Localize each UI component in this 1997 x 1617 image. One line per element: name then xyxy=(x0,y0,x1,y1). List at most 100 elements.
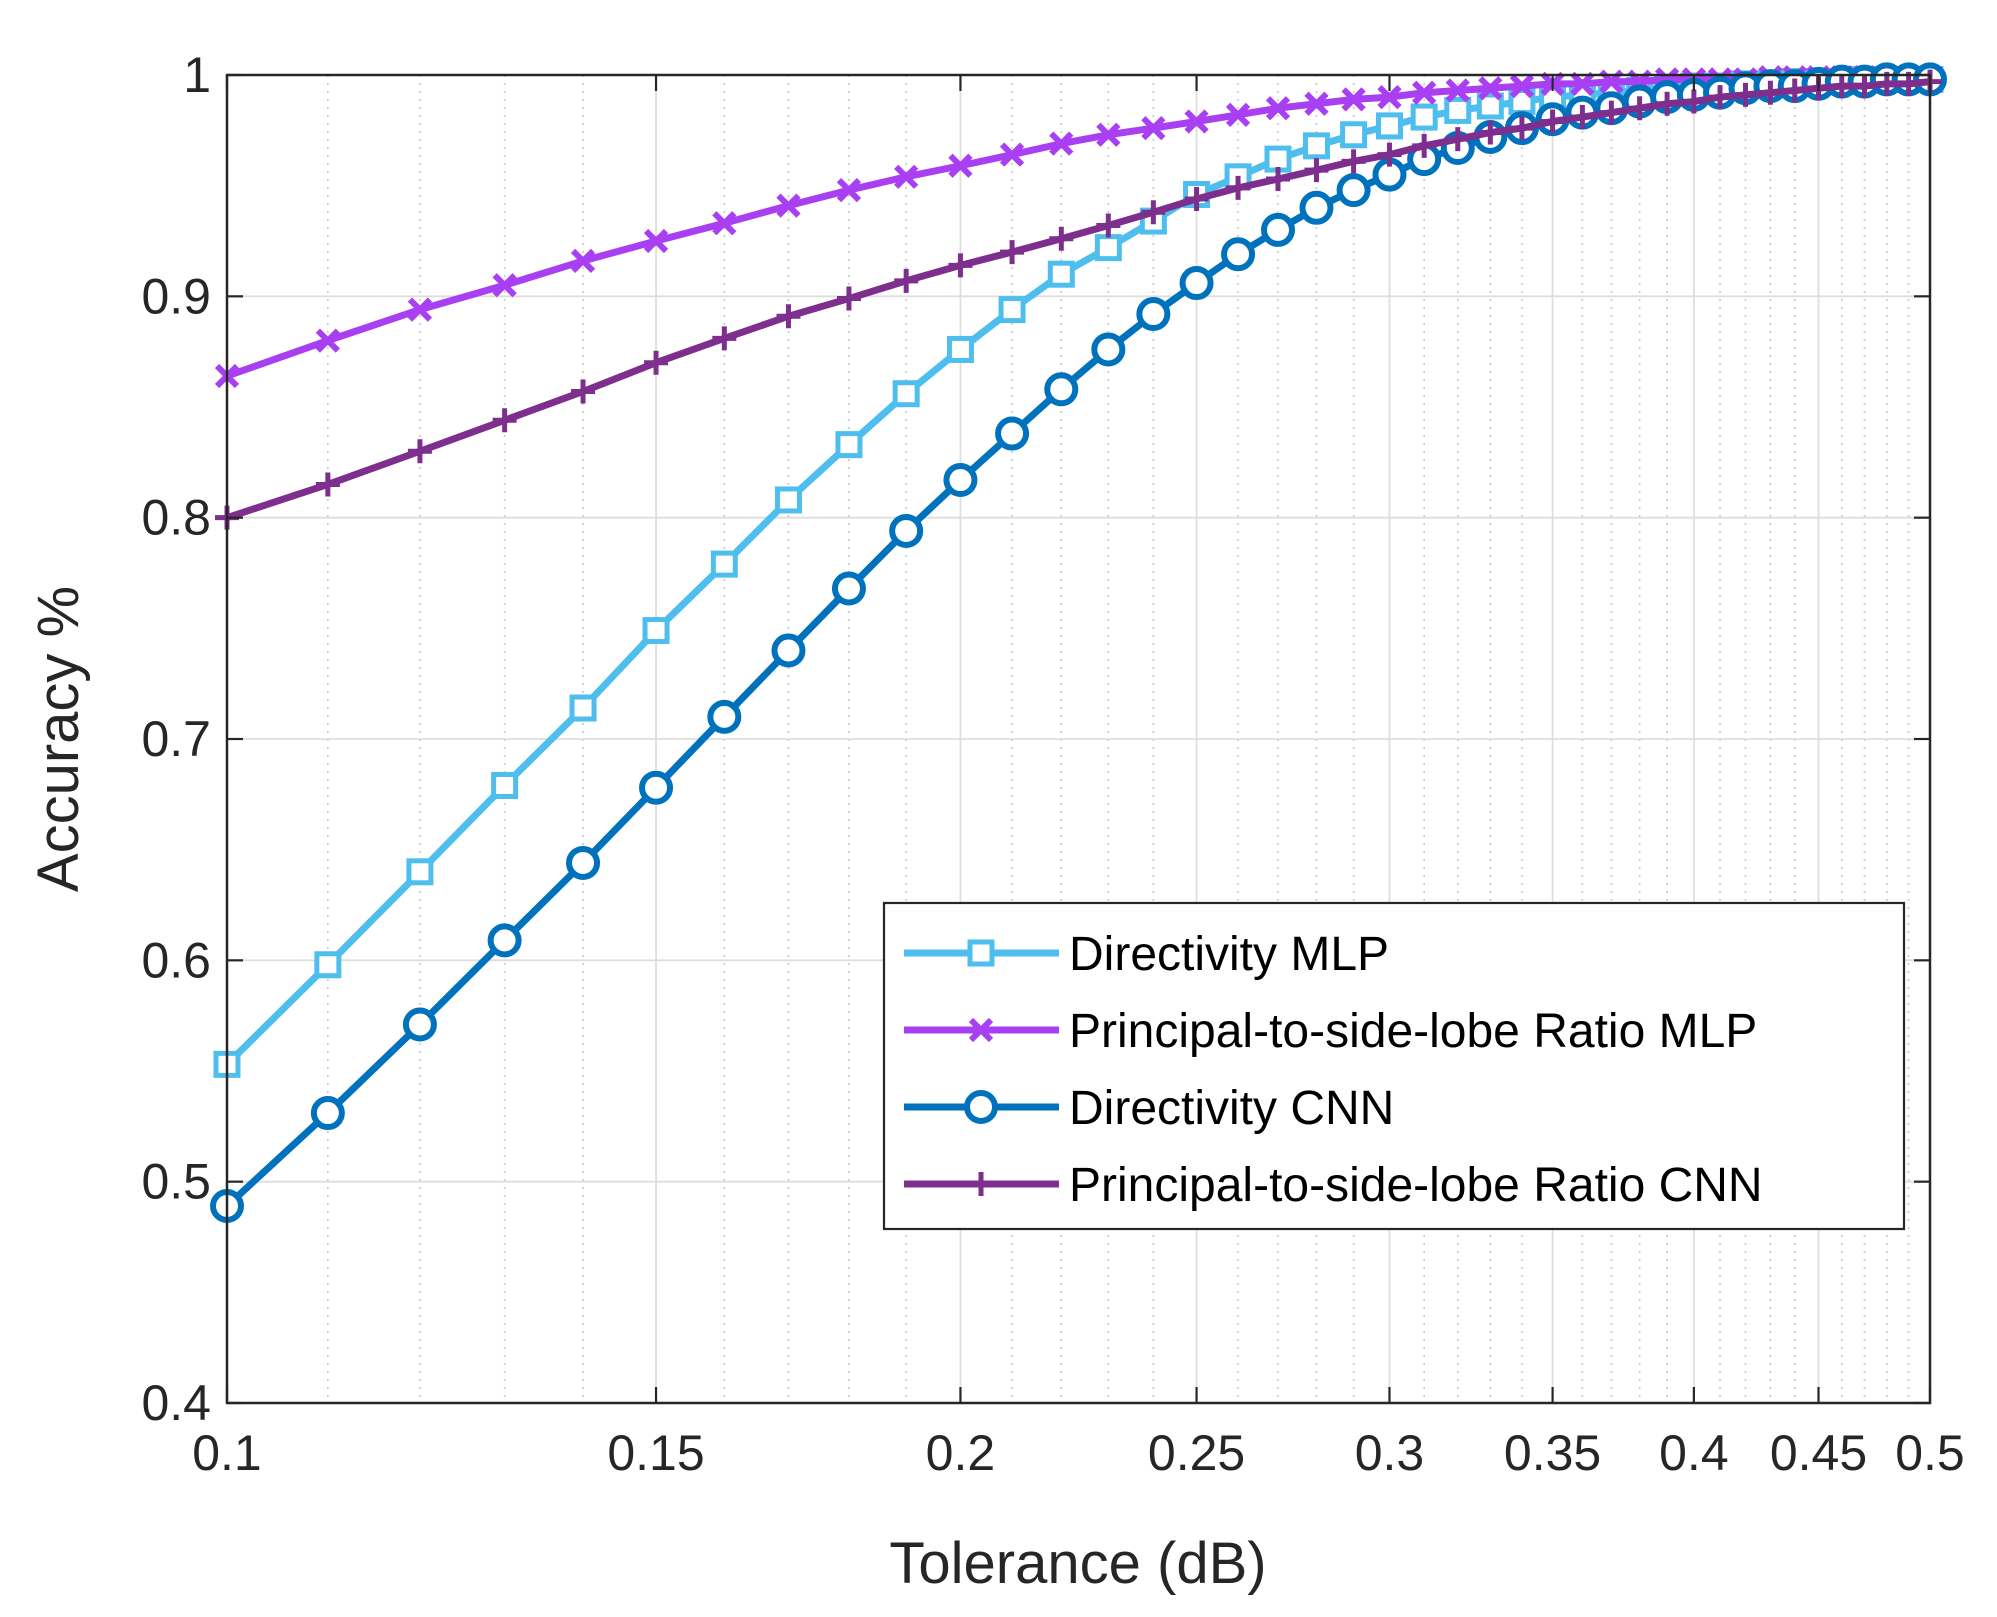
y-tick-label: 1 xyxy=(183,47,211,103)
data-point-marker xyxy=(1141,115,1166,141)
data-point-marker xyxy=(1410,103,1438,131)
legend-label: Directivity MLP xyxy=(1069,928,1389,981)
data-point-marker xyxy=(1445,127,1470,152)
data-point-marker xyxy=(712,211,737,236)
data-point-marker xyxy=(1304,158,1329,183)
data-point-marker xyxy=(1444,96,1472,124)
legend-label: Directivity CNN xyxy=(1069,1082,1394,1135)
data-point-marker xyxy=(570,248,596,274)
data-point-marker xyxy=(1782,78,1807,103)
data-point-marker xyxy=(1540,109,1565,134)
data-point-marker xyxy=(835,431,863,459)
data-point-marker xyxy=(1341,149,1366,174)
data-point-marker xyxy=(1184,109,1209,134)
data-point-marker xyxy=(1733,82,1758,107)
data-point-marker xyxy=(1049,131,1074,156)
data-point-marker xyxy=(1476,92,1504,120)
x-tick-label: 0.25 xyxy=(1148,1425,1245,1481)
y-tick-label: 0.5 xyxy=(141,1154,211,1210)
legend-label: Principal-to-side-lobe Ratio CNN xyxy=(1069,1159,1763,1212)
data-point-marker xyxy=(1226,175,1251,200)
data-point-marker xyxy=(1225,102,1251,127)
data-point-marker xyxy=(1375,112,1403,140)
data-point-marker xyxy=(1136,297,1171,332)
data-point-marker xyxy=(407,297,433,322)
data-point-marker xyxy=(1681,89,1706,114)
data-point-marker xyxy=(836,177,862,203)
data-point-marker xyxy=(1758,80,1783,105)
legend-item: Principal-to-side-lobe Ratio MLP xyxy=(904,1005,1757,1058)
data-point-marker xyxy=(1091,332,1126,367)
legend-item: Directivity CNN xyxy=(904,1082,1394,1135)
y-tick-label: 0.6 xyxy=(141,932,211,988)
axis-ticks xyxy=(225,73,1932,1405)
data-point-marker xyxy=(314,951,342,979)
data-point-marker xyxy=(995,416,1030,451)
x-tick-label: 0.2 xyxy=(926,1425,996,1481)
data-point-marker xyxy=(831,571,866,606)
data-point-marker xyxy=(1304,91,1329,116)
data-point-marker xyxy=(1265,167,1290,192)
y-axis-title: Accuracy % xyxy=(26,586,91,892)
data-point-marker xyxy=(771,633,806,668)
data-point-marker xyxy=(889,513,924,548)
data-point-marker xyxy=(943,463,978,498)
legend-marker xyxy=(967,939,995,967)
data-point-marker xyxy=(315,472,340,497)
data-point-marker xyxy=(406,858,434,886)
data-point-marker xyxy=(1221,237,1256,272)
data-point-marker xyxy=(644,350,669,375)
data-point-marker xyxy=(569,694,597,722)
data-point-marker xyxy=(1049,226,1074,251)
legend-label: Principal-to-side-lobe Ratio MLP xyxy=(1069,1005,1757,1058)
data-point-marker xyxy=(1047,260,1075,288)
y-tick-label: 0.7 xyxy=(141,711,211,767)
data-point-marker xyxy=(1044,372,1079,407)
y-tick-label: 0.8 xyxy=(141,490,211,546)
legend-marker xyxy=(969,1172,993,1196)
legend-marker xyxy=(968,1017,994,1043)
data-point-marker xyxy=(1265,96,1291,121)
data-point-marker xyxy=(1299,190,1334,225)
data-point-marker xyxy=(946,335,974,363)
legend-box xyxy=(882,901,1906,1231)
data-point-marker xyxy=(1341,87,1366,112)
data-point-marker xyxy=(1445,78,1470,103)
data-point-marker xyxy=(1655,91,1680,116)
data-point-marker xyxy=(1096,213,1121,238)
x-tick-label: 0.1 xyxy=(192,1425,262,1481)
data-point-marker xyxy=(1509,116,1534,141)
data-point-marker xyxy=(1570,105,1595,130)
data-point-marker xyxy=(1094,234,1122,262)
data-point-marker xyxy=(1599,100,1624,125)
x-tick-labels: 0.1 0.15 0.2 0.25 0.3 0.35 0.4 0.45 0.5 xyxy=(192,1425,1965,1481)
data-point-marker xyxy=(892,380,920,408)
data-point-marker xyxy=(1412,80,1437,105)
data-point-marker xyxy=(776,193,801,218)
data-point-marker xyxy=(315,328,340,353)
data-point-marker xyxy=(1000,240,1025,265)
y-tick-label: 0.9 xyxy=(141,268,211,324)
data-point-marker xyxy=(1141,200,1166,225)
x-axis-title: Tolerance (dB) xyxy=(889,1531,1266,1596)
data-point-marker xyxy=(1377,85,1402,110)
data-point-marker xyxy=(1852,74,1877,99)
data-point-marker xyxy=(407,439,432,464)
x-tick-label: 0.5 xyxy=(1895,1425,1965,1481)
data-point-marker xyxy=(402,1007,437,1042)
data-point-marker xyxy=(310,1096,345,1131)
data-point-marker xyxy=(492,273,517,298)
x-tick-label: 0.15 xyxy=(607,1425,704,1481)
data-point-marker xyxy=(1478,76,1503,101)
data-point-marker xyxy=(948,153,973,178)
data-point-marker xyxy=(894,164,919,189)
data-point-marker xyxy=(1478,120,1503,145)
x-tick-label: 0.3 xyxy=(1355,1425,1425,1481)
data-point-marker xyxy=(1377,142,1402,167)
data-point-marker xyxy=(1570,71,1595,96)
data-point-marker xyxy=(1260,212,1295,247)
data-point-marker xyxy=(948,253,973,278)
data-point-marker xyxy=(1829,74,1854,99)
legend-marker xyxy=(964,1090,998,1124)
